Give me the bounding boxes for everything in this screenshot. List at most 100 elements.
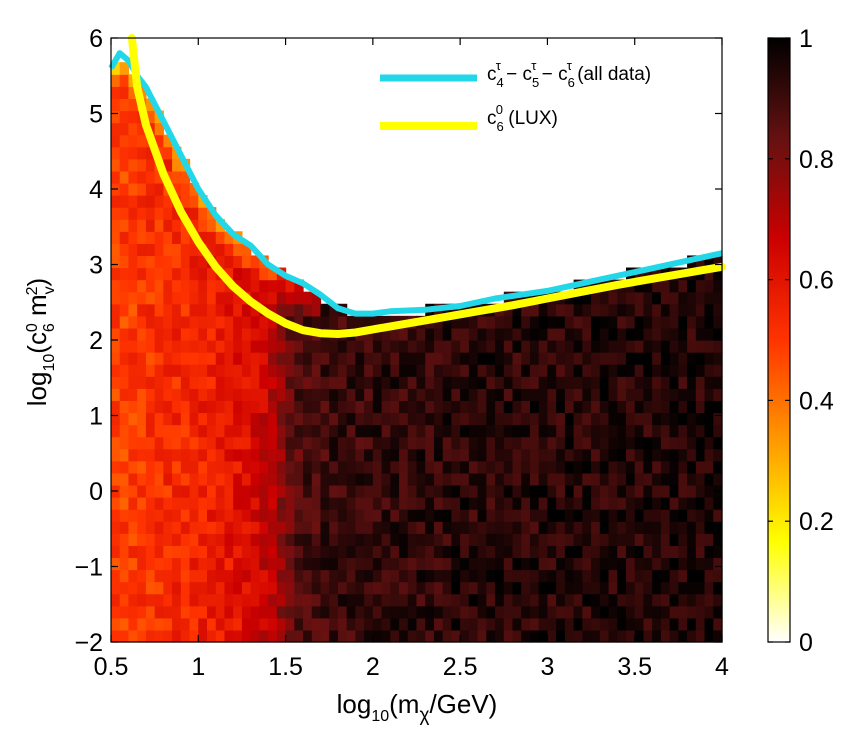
heatmap-cell bbox=[372, 521, 383, 534]
heatmap-cell bbox=[137, 291, 147, 305]
heatmap-cell bbox=[381, 557, 391, 571]
heatmap-cell bbox=[224, 617, 234, 631]
heatmap-cell bbox=[599, 315, 610, 329]
heatmap-cell bbox=[233, 424, 243, 438]
heatmap-cell bbox=[416, 364, 426, 377]
heatmap-cell bbox=[390, 364, 400, 377]
heatmap-cell bbox=[154, 472, 164, 486]
heatmap-cell bbox=[468, 617, 479, 631]
heatmap-cell bbox=[303, 557, 313, 571]
heatmap-cell bbox=[625, 364, 636, 377]
heatmap-cell bbox=[433, 569, 444, 583]
heatmap-cell bbox=[678, 303, 688, 317]
heatmap-cell bbox=[207, 279, 217, 293]
heatmap-cell bbox=[207, 376, 217, 389]
heatmap-cell bbox=[564, 472, 575, 486]
heatmap-cell bbox=[224, 376, 234, 389]
heatmap-cell bbox=[189, 376, 199, 389]
heatmap-cell bbox=[180, 593, 191, 607]
heatmap-cell bbox=[303, 412, 313, 426]
heatmap-cell bbox=[372, 533, 383, 546]
heatmap-cell bbox=[451, 460, 461, 474]
heatmap-cell bbox=[460, 593, 470, 607]
heatmap-cell bbox=[678, 545, 688, 559]
heatmap-cell bbox=[145, 460, 156, 474]
heatmap-cell bbox=[495, 593, 505, 607]
heatmap-cell bbox=[259, 388, 269, 401]
heatmap-cell bbox=[372, 605, 383, 619]
heatmap-cell bbox=[433, 388, 444, 401]
heatmap-cell bbox=[521, 557, 531, 571]
heatmap-cell bbox=[145, 146, 156, 160]
heatmap-cell bbox=[669, 352, 679, 365]
heatmap-cell bbox=[180, 605, 191, 619]
heatmap-cell bbox=[599, 352, 610, 365]
heatmap-cell bbox=[145, 170, 156, 184]
heatmap-cell bbox=[704, 436, 714, 450]
heatmap-cell bbox=[215, 617, 226, 631]
heatmap-cell bbox=[512, 424, 522, 438]
heatmap-cell bbox=[154, 581, 164, 595]
heatmap-cell bbox=[608, 400, 618, 414]
heatmap-cell bbox=[704, 376, 714, 389]
heatmap-cell bbox=[294, 472, 304, 486]
heatmap-cell bbox=[538, 364, 549, 377]
heatmap-cell bbox=[337, 364, 348, 377]
heatmap-cell bbox=[364, 605, 374, 619]
heatmap-cell bbox=[154, 388, 164, 401]
heatmap-cell bbox=[495, 509, 505, 522]
heatmap-cell bbox=[111, 605, 121, 619]
heatmap-cell bbox=[172, 340, 182, 353]
heatmap-cell bbox=[346, 460, 356, 474]
heatmap-cell bbox=[381, 460, 391, 474]
heatmap-cell bbox=[390, 509, 400, 522]
heatmap-cell bbox=[320, 605, 330, 619]
heatmap-cell bbox=[634, 605, 645, 619]
heatmap-cell bbox=[207, 472, 217, 486]
heatmap-cell bbox=[172, 352, 182, 365]
heatmap-cell bbox=[652, 533, 662, 546]
heatmap-cell bbox=[233, 315, 243, 329]
heatmap-cell bbox=[259, 484, 269, 498]
heatmap-cell bbox=[399, 521, 409, 534]
heatmap-cell bbox=[556, 412, 566, 426]
heatmap-cell bbox=[372, 400, 383, 414]
heatmap-cell bbox=[390, 497, 400, 510]
heatmap-cell bbox=[460, 340, 470, 353]
heatmap-cell bbox=[407, 376, 418, 389]
heatmap-cell bbox=[713, 424, 723, 438]
heatmap-cell bbox=[495, 472, 505, 486]
heatmap-cell bbox=[582, 629, 592, 643]
heatmap-cell bbox=[529, 629, 540, 643]
heatmap-cell bbox=[276, 533, 287, 546]
heatmap-cell bbox=[399, 364, 409, 377]
heatmap-cell bbox=[503, 581, 514, 595]
heatmap-cell bbox=[599, 460, 610, 474]
heatmap-cell bbox=[303, 521, 313, 534]
heatmap-cell bbox=[198, 364, 208, 377]
heatmap-cell bbox=[713, 364, 723, 377]
heatmap-cell bbox=[669, 376, 679, 389]
heatmap-cell bbox=[538, 593, 549, 607]
heatmap-cell bbox=[128, 243, 138, 257]
heatmap-cell bbox=[591, 545, 601, 559]
heatmap-cell bbox=[329, 557, 339, 571]
heatmap-cell bbox=[425, 460, 435, 474]
heatmap-cell bbox=[687, 412, 697, 426]
heatmap-cell bbox=[294, 364, 304, 377]
heatmap-cell bbox=[154, 545, 164, 559]
heatmap-cell bbox=[521, 521, 531, 534]
heatmap-cell bbox=[294, 569, 304, 583]
heatmap-cell bbox=[189, 629, 199, 643]
heatmap-cell bbox=[486, 617, 496, 631]
heatmap-cell bbox=[512, 388, 522, 401]
heatmap-cell bbox=[303, 533, 313, 546]
heatmap-cell bbox=[442, 545, 453, 559]
heatmap-cell bbox=[617, 388, 627, 401]
heatmap-cell bbox=[215, 303, 226, 317]
heatmap-cell bbox=[128, 484, 138, 498]
heatmap-cell bbox=[259, 509, 269, 522]
heatmap-cell bbox=[215, 400, 226, 414]
heatmap-cell bbox=[433, 400, 444, 414]
heatmap-cell bbox=[372, 581, 383, 595]
